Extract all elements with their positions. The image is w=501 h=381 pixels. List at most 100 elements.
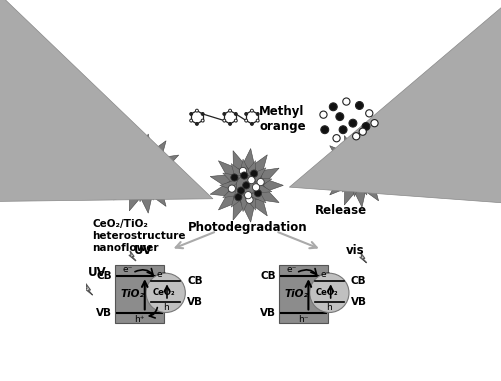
- Circle shape: [228, 109, 231, 112]
- Circle shape: [347, 160, 367, 180]
- Text: h: h: [162, 304, 168, 312]
- Polygon shape: [251, 174, 283, 197]
- Polygon shape: [349, 144, 364, 168]
- Circle shape: [228, 122, 231, 125]
- Polygon shape: [247, 179, 272, 194]
- Polygon shape: [115, 165, 139, 182]
- Polygon shape: [329, 165, 360, 195]
- Polygon shape: [127, 150, 148, 175]
- Polygon shape: [239, 160, 255, 185]
- Text: CB: CB: [350, 276, 366, 286]
- Circle shape: [256, 119, 259, 122]
- Polygon shape: [358, 162, 382, 177]
- Polygon shape: [143, 155, 178, 182]
- Polygon shape: [333, 165, 357, 182]
- Circle shape: [342, 98, 349, 105]
- Circle shape: [195, 109, 198, 112]
- Polygon shape: [321, 158, 354, 180]
- Text: e⁻: e⁻: [320, 271, 330, 280]
- Polygon shape: [134, 145, 151, 171]
- Polygon shape: [359, 253, 366, 263]
- Polygon shape: [210, 173, 243, 195]
- Polygon shape: [136, 141, 166, 176]
- Polygon shape: [118, 168, 144, 187]
- Circle shape: [201, 112, 204, 115]
- Polygon shape: [346, 133, 369, 166]
- Text: TiO₂: TiO₂: [284, 289, 308, 299]
- Polygon shape: [342, 149, 361, 172]
- Polygon shape: [349, 173, 364, 197]
- Polygon shape: [230, 163, 250, 187]
- Circle shape: [339, 126, 346, 134]
- Text: Methyl
orange: Methyl orange: [259, 104, 305, 133]
- Polygon shape: [136, 171, 166, 207]
- Text: e⁻: e⁻: [156, 271, 167, 280]
- Circle shape: [239, 167, 246, 174]
- Text: TiO₂: TiO₂: [120, 289, 144, 299]
- Polygon shape: [137, 147, 153, 173]
- Circle shape: [250, 109, 253, 112]
- Polygon shape: [237, 159, 253, 183]
- Circle shape: [355, 102, 363, 109]
- Circle shape: [252, 184, 259, 191]
- Polygon shape: [235, 189, 258, 222]
- Circle shape: [234, 194, 241, 201]
- Bar: [279, 265, 327, 323]
- Polygon shape: [218, 161, 249, 190]
- Polygon shape: [351, 140, 378, 172]
- Circle shape: [352, 133, 359, 140]
- Text: UV: UV: [134, 244, 152, 257]
- Circle shape: [244, 112, 247, 115]
- Polygon shape: [239, 186, 255, 210]
- Text: h⁻: h⁻: [298, 315, 308, 324]
- Circle shape: [361, 123, 369, 130]
- Polygon shape: [354, 153, 377, 174]
- Circle shape: [250, 170, 257, 177]
- Circle shape: [244, 119, 247, 122]
- Text: Release: Release: [315, 204, 366, 217]
- Text: CB: CB: [260, 271, 275, 280]
- Polygon shape: [222, 173, 246, 190]
- Circle shape: [320, 126, 328, 134]
- Circle shape: [222, 112, 225, 115]
- Polygon shape: [145, 166, 171, 182]
- Polygon shape: [333, 158, 357, 176]
- Polygon shape: [145, 165, 171, 181]
- Polygon shape: [239, 183, 267, 216]
- Circle shape: [250, 122, 253, 125]
- Polygon shape: [137, 174, 153, 200]
- Text: CeO₂: CeO₂: [152, 288, 175, 297]
- Polygon shape: [84, 283, 93, 295]
- Text: e⁻: e⁻: [286, 265, 296, 274]
- Circle shape: [257, 178, 264, 186]
- Circle shape: [365, 110, 372, 117]
- Circle shape: [332, 134, 340, 142]
- Circle shape: [370, 120, 377, 127]
- Circle shape: [335, 113, 343, 120]
- Polygon shape: [247, 177, 272, 192]
- Circle shape: [309, 273, 348, 312]
- Circle shape: [189, 119, 192, 122]
- Polygon shape: [129, 136, 152, 173]
- Circle shape: [242, 182, 249, 189]
- Text: CeO₂: CeO₂: [316, 288, 338, 297]
- Circle shape: [228, 185, 235, 192]
- Text: CeO₂/TiO₂
heterostructure
nanoflower: CeO₂/TiO₂ heterostructure nanoflower: [92, 219, 185, 253]
- Polygon shape: [351, 146, 366, 170]
- Polygon shape: [344, 171, 365, 205]
- Polygon shape: [346, 174, 369, 207]
- Polygon shape: [362, 159, 394, 182]
- Circle shape: [234, 119, 237, 122]
- Circle shape: [254, 190, 261, 197]
- Circle shape: [329, 103, 337, 111]
- Polygon shape: [245, 168, 279, 193]
- Circle shape: [133, 163, 154, 184]
- Text: VB: VB: [259, 308, 275, 318]
- Polygon shape: [356, 153, 390, 178]
- Bar: [115, 265, 164, 323]
- Text: CB: CB: [187, 276, 202, 286]
- Text: CB: CB: [96, 271, 112, 280]
- Text: VB: VB: [187, 296, 203, 306]
- Circle shape: [358, 128, 366, 135]
- Polygon shape: [118, 160, 144, 179]
